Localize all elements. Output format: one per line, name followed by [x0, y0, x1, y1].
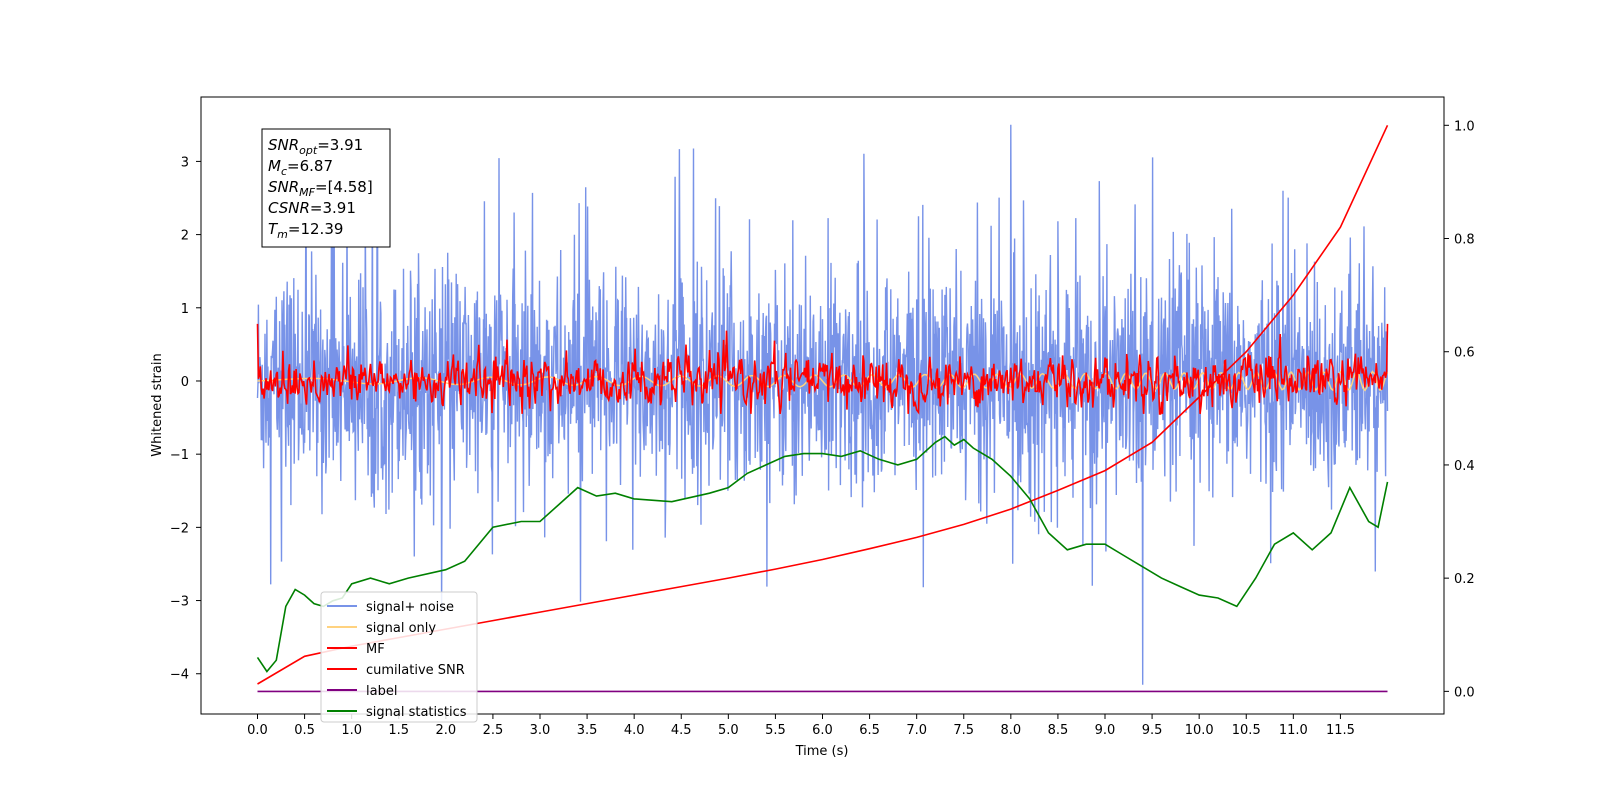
y-tick-label: −3	[170, 595, 189, 610]
x-tick-label: 6.5	[859, 723, 880, 738]
y-axis-label: Whitened strain	[150, 353, 165, 456]
x-tick-label: 2.0	[435, 723, 456, 738]
legend-label: cumilative SNR	[366, 663, 465, 678]
legend-label: MF	[366, 642, 385, 657]
stats-line: Mc=6.87	[268, 157, 333, 178]
x-tick-label: 2.5	[483, 723, 504, 738]
legend-label: signal statistics	[366, 705, 467, 720]
y-tick-label: 2	[181, 229, 189, 244]
y-tick-label: −2	[170, 521, 189, 536]
x-tick-label: 10.0	[1185, 723, 1214, 738]
y-axis-ticks: 3 2 1 0 −1 −2 −3 −4	[170, 155, 201, 683]
legend-label: signal+ noise	[366, 600, 454, 615]
stats-line: SNRMF=[4.58]	[268, 178, 373, 199]
series-mf	[256, 323, 1389, 415]
y-right-tick-label: 0.0	[1454, 685, 1475, 700]
x-tick-label: 6.0	[812, 723, 833, 738]
stats-box-frame	[261, 128, 391, 248]
y-tick-label: 0	[181, 375, 189, 390]
x-tick-label: 9.5	[1142, 723, 1163, 738]
x-tick-label: 4.0	[624, 723, 645, 738]
legend: signal+ noise signal only MF cumilative SNR…	[320, 591, 478, 723]
x-tick-label: 8.0	[1000, 723, 1021, 738]
x-tick-label: 0.0	[247, 723, 268, 738]
stats-line: Tm=12.39	[268, 220, 343, 241]
x-tick-label: 0.5	[294, 723, 315, 738]
x-tick-label: 3.5	[577, 723, 598, 738]
y-right-tick-label: 0.4	[1454, 459, 1475, 474]
y-right-tick-label: 0.6	[1454, 346, 1475, 361]
x-tick-label: 10.5	[1232, 723, 1261, 738]
x-tick-label: 7.0	[906, 723, 927, 738]
x-tick-label: 11.5	[1326, 723, 1355, 738]
y-tick-label: −4	[170, 668, 189, 683]
stats-line: CSNR=3.91	[268, 199, 356, 217]
legend-label: signal only	[366, 621, 436, 636]
legend-label: label	[366, 684, 397, 699]
x-tick-label: 1.5	[388, 723, 409, 738]
stats-line: SNRopt=3.91	[268, 136, 363, 157]
x-tick-label: 11.0	[1279, 723, 1308, 738]
x-tick-label: 5.5	[765, 723, 786, 738]
y-tick-label: 1	[181, 302, 189, 317]
x-axis-label: Time (s)	[795, 744, 849, 759]
y-axis-right-ticks: 1.0 0.8 0.6 0.4 0.2 0.0	[1444, 119, 1475, 700]
x-tick-label: 8.5	[1048, 723, 1069, 738]
y-right-tick-label: 0.2	[1454, 572, 1475, 587]
y-right-tick-label: 0.8	[1454, 233, 1475, 248]
series-signal-statistics	[256, 435, 1389, 673]
legend-frame	[320, 591, 478, 723]
x-tick-label: 9.0	[1095, 723, 1116, 738]
y-tick-label: −1	[170, 448, 189, 463]
x-tick-label: 7.5	[953, 723, 974, 738]
x-tick-label: 4.5	[671, 723, 692, 738]
y-tick-label: 3	[181, 155, 189, 170]
x-tick-label: 3.0	[530, 723, 551, 738]
x-tick-label: 1.0	[341, 723, 362, 738]
x-axis-ticks: 0.0 0.5 1.0 1.5 2.0 2.5 3.0 3.5 4.0 4.5 5.0 5.5 6.0 6…	[247, 714, 1355, 738]
x-tick-label: 5.0	[718, 723, 739, 738]
y-right-tick-label: 1.0	[1454, 119, 1475, 134]
